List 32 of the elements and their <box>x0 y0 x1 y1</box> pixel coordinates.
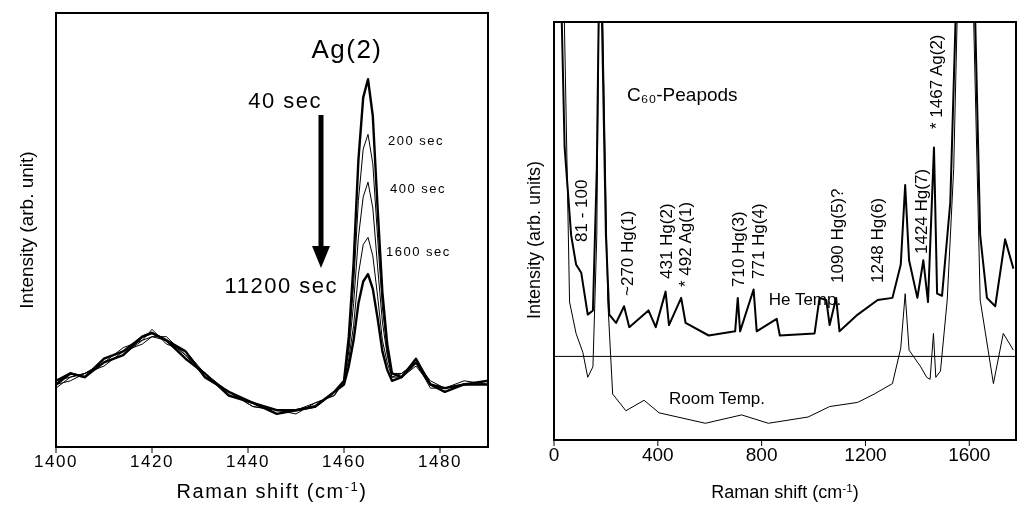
x-axis-title: Raman shift (cm$^{-1}$) <box>711 480 859 502</box>
annotation: 40 sec <box>248 88 322 113</box>
annotation: 11200 sec <box>224 273 338 298</box>
x-tick-label: 800 <box>745 444 778 466</box>
x-tick-label: 1420 <box>130 452 174 472</box>
x-tick-label: 1400 <box>34 452 78 472</box>
x-tick-label: 1460 <box>322 452 366 472</box>
x-axis-title: Raman shift (cm$^{-1}$) <box>176 478 368 502</box>
annotation: * 1467 Ag(2) <box>926 34 946 129</box>
annotation: 81 - 100 <box>571 179 591 242</box>
x-tick-label: 1200 <box>844 444 887 466</box>
x-tick-label: 400 <box>641 444 674 466</box>
annotation: * 492 Ag(1) <box>675 201 695 287</box>
annotation: 400 sec <box>390 181 447 196</box>
annotation: C₆₀-Peapods <box>627 84 738 105</box>
annotation: 1090 Hg(5)? <box>827 188 847 283</box>
y-axis-title: Intensity (arb. units) <box>524 160 545 320</box>
annotation: 771 Hg(4) <box>748 203 768 279</box>
text: Ag(2) <box>311 34 383 64</box>
annotation: 1248 Hg(6) <box>867 197 887 283</box>
annotation: 200 sec <box>388 133 445 148</box>
x-tick-label: 1480 <box>418 452 462 472</box>
series-label: Room Temp. <box>668 389 766 408</box>
annotation: ~270 Hg(1) <box>617 210 637 296</box>
annotation: 710 Hg(3) <box>728 211 748 287</box>
y-axis-title: Intensity (arb. unit) <box>15 151 37 309</box>
x-tick-label: 1440 <box>226 452 270 472</box>
annotation: 1600 sec <box>386 244 451 259</box>
annotation: 431 Hg(2) <box>656 203 676 279</box>
x-tick-label: 0 <box>548 444 560 466</box>
x-tick-label: 1600 <box>948 444 991 466</box>
annotation: 1424 Hg(7) <box>911 168 931 254</box>
